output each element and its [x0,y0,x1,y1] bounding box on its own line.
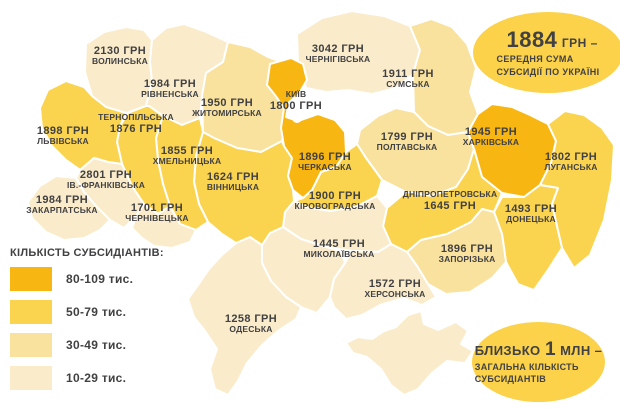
badge-average-subsidy: 1884 ГРН – СЕРЕДНЯ СУМА СУБСИДІЇ ПО УКРА… [473,12,620,93]
legend-item: 30-49 тис. [10,333,164,357]
legend-swatch-80-109 [10,267,52,291]
badge-total-subsidiants: БЛИЗЬКО 1 МЛН – ЗАГАЛЬНА КІЛЬКІСТЬ СУБСИ… [472,322,605,402]
legend: КІЛЬКІСТЬ СУБСИДІАНТІВ: 80-109 тис. 50-7… [10,247,164,399]
legend-item: 10-29 тис. [10,366,164,390]
legend-swatch-10-29 [10,366,52,390]
badge-total-headline: БЛИЗЬКО 1 МЛН – [475,339,603,361]
map-region-vinnytsia [193,131,295,246]
badge-total-word2: МЛН – [560,342,603,358]
map-region-crimea [345,310,474,396]
legend-title: КІЛЬКІСТЬ СУБСИДІАНТІВ: [10,247,164,259]
badge-total-word1: БЛИЗЬКО [474,342,541,358]
map-region-odesa [187,236,302,396]
badge-average-line1: СЕРЕДНЯ СУМА [496,54,574,65]
badge-average-headline: 1884 ГРН – [506,27,599,53]
badge-total-line1: ЗАГАЛЬНА КІЛЬКІСТЬ [474,361,579,372]
map-region-zakarpattia [27,175,111,241]
legend-label: 10-29 тис. [66,371,127,385]
map-region-kherson [329,243,437,320]
badge-average-unit: ГРН – [561,36,598,51]
badge-average-value: 1884 [506,27,558,53]
legend-label: 30-49 тис. [66,338,127,352]
map-region-kyiv-oblast [266,57,347,199]
badge-total-line2: СУБСИДІАНТІВ [474,374,547,384]
legend-item: 80-109 тис. [10,267,164,291]
map-region-donetsk [493,184,563,291]
map-region-chernivtsi [131,203,197,249]
legend-swatch-30-49 [10,333,52,357]
legend-label: 80-109 тис. [66,272,134,286]
badge-average-line2: СУБСИДІЇ ПО УКРАЇНІ [496,66,600,77]
kyiv-city-dot [292,113,302,123]
map-region-rivne [145,23,229,126]
legend-item: 50-79 тис. [10,300,164,324]
map-region-chernihiv [296,10,421,95]
legend-label: 50-79 тис. [66,305,127,319]
legend-swatch-50-79 [10,300,52,324]
badge-total-number: 1 [545,338,556,360]
